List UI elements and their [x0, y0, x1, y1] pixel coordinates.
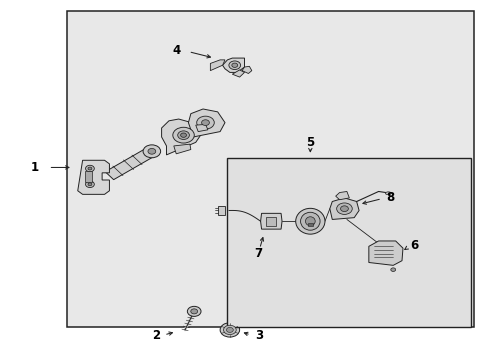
- Polygon shape: [368, 241, 402, 265]
- Text: 4: 4: [172, 44, 180, 57]
- Polygon shape: [210, 60, 224, 71]
- Bar: [307, 223, 312, 226]
- Circle shape: [220, 323, 239, 337]
- Polygon shape: [329, 198, 358, 220]
- Ellipse shape: [295, 208, 325, 234]
- Bar: [66, 12, 473, 327]
- Polygon shape: [260, 213, 282, 229]
- Circle shape: [336, 203, 351, 215]
- Circle shape: [143, 145, 160, 158]
- Polygon shape: [222, 58, 244, 72]
- Polygon shape: [105, 147, 156, 180]
- Text: 8: 8: [386, 192, 394, 204]
- Circle shape: [226, 327, 233, 332]
- Text: 2: 2: [151, 329, 160, 342]
- Ellipse shape: [305, 217, 315, 226]
- Circle shape: [88, 167, 92, 170]
- Bar: [266, 217, 276, 226]
- Text: 5: 5: [305, 136, 314, 149]
- Bar: [227, 158, 470, 327]
- Circle shape: [85, 165, 94, 172]
- Ellipse shape: [385, 192, 390, 195]
- Circle shape: [231, 63, 237, 67]
- Circle shape: [148, 148, 156, 154]
- Circle shape: [201, 120, 209, 126]
- Polygon shape: [161, 119, 200, 155]
- Circle shape: [172, 127, 194, 143]
- Polygon shape: [335, 192, 348, 200]
- Circle shape: [177, 131, 189, 139]
- Circle shape: [228, 61, 240, 69]
- Circle shape: [88, 183, 92, 186]
- Polygon shape: [232, 70, 244, 77]
- Text: 3: 3: [255, 329, 263, 342]
- Polygon shape: [217, 206, 224, 215]
- Circle shape: [85, 181, 94, 188]
- Circle shape: [390, 268, 395, 271]
- Circle shape: [196, 116, 214, 129]
- Polygon shape: [173, 144, 190, 154]
- Text: 1: 1: [31, 161, 39, 174]
- Circle shape: [223, 325, 236, 334]
- Circle shape: [190, 309, 197, 314]
- Polygon shape: [78, 160, 109, 194]
- Circle shape: [180, 133, 186, 137]
- Polygon shape: [188, 109, 224, 137]
- Circle shape: [340, 206, 347, 212]
- Circle shape: [187, 306, 201, 316]
- Polygon shape: [242, 66, 251, 73]
- Polygon shape: [195, 125, 207, 132]
- Text: 6: 6: [409, 239, 417, 252]
- Ellipse shape: [300, 212, 320, 230]
- Bar: [85, 171, 92, 182]
- Text: 7: 7: [254, 247, 262, 260]
